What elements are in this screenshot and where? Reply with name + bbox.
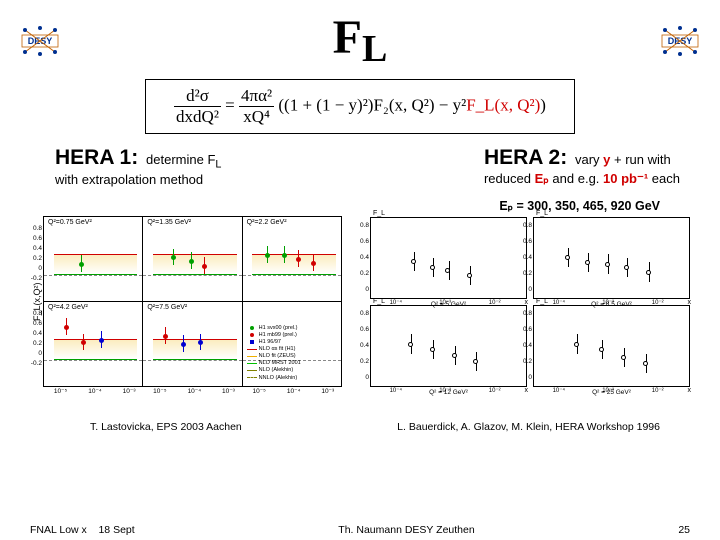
desy-logo-right: DESY — [660, 25, 700, 57]
right-panel-1: F_LxQ² = 8.5 GeV²0.80.60.40.2010⁻⁴10⁻³10… — [533, 217, 690, 299]
right-panel-0: F_LxQ² = 5 GeV²0.80.60.40.2010⁻⁴10⁻³10⁻² — [370, 217, 527, 299]
left-panel-5: H1 svx00 (prel.)H1 mb99 (prel.)H1 96/97N… — [242, 301, 342, 387]
left-panel-1: Q²=1.35 GeV² — [142, 216, 242, 302]
right-chart: F_LxQ² = 5 GeV²0.80.60.40.2010⁻⁴10⁻³10⁻²… — [370, 217, 690, 407]
right-panel-3: F_LxQ² = 25 GeV²0.80.60.40.2010⁻⁴10⁻³10⁻… — [533, 305, 690, 387]
formula: d²σdxdQ² = 4πα²xQ⁴ ((1 + (1 − y)²)F₂(x, … — [145, 79, 575, 134]
page-title: FL — [333, 10, 388, 71]
desy-logo-left: DESY — [20, 25, 60, 57]
hera2-block: HERA 2: vary y + run with reduced Eₚ and… — [484, 146, 680, 188]
left-panel-3: Q²=4.2 GeV²0.80.60.40.20-0.210⁻⁵10⁻⁴10⁻³ — [43, 301, 143, 387]
caption-left: T. Lastovicka, EPS 2003 Aachen — [90, 421, 242, 433]
footer-right: 25 — [678, 524, 690, 536]
ep-energies: Eₚ = 300, 350, 465, 920 GeV — [0, 188, 720, 213]
left-panel-4: Q²=7.5 GeV²10⁻⁵10⁻⁴10⁻³ — [142, 301, 242, 387]
hera1-block: HERA 1: determine FL with extrapolation … — [55, 146, 221, 188]
left-panel-0: Q²=0.75 GeV²0.80.60.40.20-0.2 — [43, 216, 143, 302]
footer-left: FNAL Low x 18 Sept — [30, 524, 135, 536]
footer-center: Th. Naumann DESY Zeuthen — [338, 524, 474, 536]
left-panel-2: Q²=2.2 GeV² — [242, 216, 342, 302]
right-panel-2: F_LxQ² = 12 GeV²0.80.60.40.2010⁻⁴10⁻³10⁻… — [370, 305, 527, 387]
caption-right: L. Bauerdick, A. Glazov, M. Klein, HERA … — [397, 421, 660, 433]
left-chart: F_L(x,Q²) Q²=0.75 GeV²0.80.60.40.20-0.2Q… — [32, 217, 342, 407]
